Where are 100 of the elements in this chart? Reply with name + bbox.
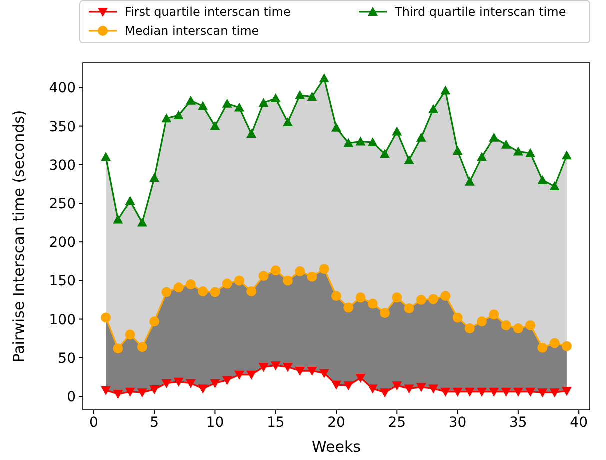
legend-label: Third quartile interscan time: [394, 5, 566, 19]
y-tick-label: 200: [49, 235, 76, 252]
point: [234, 370, 244, 380]
point: [452, 388, 463, 397]
point: [210, 379, 220, 388]
point: [464, 176, 475, 186]
point: [174, 282, 184, 293]
point: [562, 150, 572, 160]
point: [198, 384, 208, 394]
point: [440, 86, 451, 95]
point: [513, 388, 524, 397]
point: [332, 380, 342, 390]
point: [489, 310, 500, 320]
point: [562, 341, 572, 352]
point: [174, 378, 184, 387]
point: [186, 280, 196, 290]
point: [356, 374, 366, 383]
point: [344, 382, 354, 391]
point: [113, 390, 124, 400]
point: [137, 388, 148, 398]
point: [101, 152, 112, 162]
point: [198, 101, 208, 110]
point: [282, 117, 293, 126]
point: [282, 363, 293, 372]
point: [550, 182, 560, 191]
point: [295, 266, 306, 276]
point: [319, 369, 330, 378]
y-tick-label: 350: [49, 119, 76, 136]
point: [234, 276, 244, 286]
point: [356, 292, 366, 303]
point: [404, 155, 414, 164]
point: [404, 384, 414, 394]
point: [368, 138, 378, 147]
point: [464, 388, 475, 397]
point: [246, 370, 257, 380]
point: [332, 291, 342, 302]
point: [501, 140, 512, 149]
point: [210, 121, 220, 130]
point: [489, 388, 500, 397]
point: [210, 287, 220, 298]
point: [101, 386, 112, 396]
point: [174, 110, 184, 120]
point: [282, 276, 293, 286]
point: [307, 272, 318, 282]
point: [477, 152, 488, 162]
legend-label: First quartile interscan time: [125, 5, 291, 19]
y-tick-label: 300: [49, 158, 76, 174]
point: [125, 330, 136, 340]
point: [416, 132, 426, 142]
point: [513, 146, 524, 156]
point: [332, 122, 342, 132]
point: [150, 173, 160, 182]
point: [428, 384, 439, 394]
point: [258, 271, 269, 282]
x-tick-label: 0: [89, 415, 98, 431]
point: [452, 312, 463, 323]
point: [113, 214, 124, 224]
point: [464, 324, 475, 334]
x-tick-label: 35: [510, 415, 528, 431]
point: [380, 388, 390, 398]
point: [150, 386, 160, 395]
point: [295, 90, 306, 100]
point: [428, 294, 439, 304]
point: [416, 383, 426, 392]
y-tick-label: 150: [49, 274, 76, 290]
point: [380, 308, 390, 318]
x-tick-label: 25: [388, 415, 406, 431]
y-tick-label: 250: [49, 196, 76, 212]
point: [222, 98, 232, 108]
x-tick-label: 20: [328, 415, 346, 431]
point: [416, 294, 426, 305]
point: [489, 132, 500, 142]
point: [270, 266, 281, 276]
point: [246, 129, 257, 138]
point: [344, 138, 354, 148]
point: [538, 342, 548, 353]
x-tick-label: 10: [206, 415, 224, 431]
point: [513, 324, 524, 334]
point: [526, 320, 536, 330]
point: [538, 175, 548, 184]
point: [137, 342, 148, 352]
point: [452, 146, 463, 156]
point: [198, 286, 208, 297]
point: [440, 291, 451, 302]
y-tick-label: 50: [58, 350, 76, 367]
y-tick-label: 0: [67, 389, 76, 406]
point: [125, 196, 136, 206]
point: [477, 316, 488, 327]
x-tick-label: 15: [266, 415, 285, 431]
point: [125, 388, 136, 397]
point: [477, 388, 488, 397]
point: [501, 388, 512, 397]
legend-label: Median interscan time: [125, 24, 260, 38]
point: [270, 94, 281, 103]
point: [368, 384, 378, 394]
x-axis-title: Weeks: [312, 438, 362, 456]
point: [137, 218, 148, 227]
point: [234, 102, 244, 112]
point: [319, 73, 330, 82]
point: [222, 278, 232, 289]
